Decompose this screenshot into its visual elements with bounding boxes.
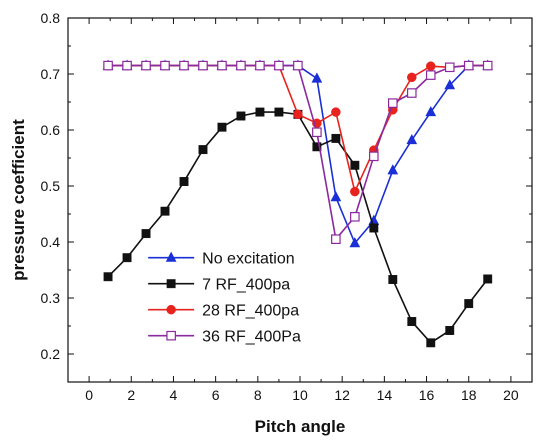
data-point <box>369 223 379 233</box>
legend-marker <box>166 304 176 315</box>
data-point <box>236 60 246 71</box>
series-1 <box>102 59 494 248</box>
data-point <box>217 122 227 132</box>
y-tick-label: 0.6 <box>41 122 61 138</box>
data-point <box>179 177 189 186</box>
data-point <box>274 60 284 71</box>
data-point <box>350 212 360 222</box>
x-tick-label: 18 <box>461 387 477 403</box>
y-tick-label: 0.3 <box>41 290 61 306</box>
legend-label: No excitation <box>202 251 294 268</box>
data-point <box>160 60 170 71</box>
series-2 <box>103 107 493 348</box>
x-tick-label: 20 <box>503 387 519 403</box>
legend-label: 28 RF_400pa <box>202 303 299 320</box>
series-3 <box>103 60 493 197</box>
data-point <box>425 70 436 80</box>
axis-ticks: 0 2 4 6 8 10 12 14 16 18 20 0.2 0.3 0.4 0.5 0.6 0.7 0.8 <box>41 10 532 403</box>
y-axis-title: pressure coefficient <box>9 119 28 281</box>
y-tick-label: 0.2 <box>41 346 61 362</box>
series-4 <box>103 60 493 244</box>
data-point <box>122 253 132 263</box>
data-point <box>103 272 113 282</box>
x-tick-label: 4 <box>170 387 178 403</box>
data-point <box>103 60 113 71</box>
data-point <box>141 229 151 239</box>
data-point <box>141 60 151 71</box>
data-point <box>407 72 417 83</box>
legend-item: 28 RF_400pa <box>148 303 299 320</box>
data-point <box>444 62 455 73</box>
data-point <box>331 234 341 244</box>
data-point <box>236 111 246 121</box>
data-point <box>387 164 399 175</box>
y-tick-label: 0.4 <box>41 234 61 250</box>
data-point <box>407 317 417 326</box>
series-line <box>108 64 488 245</box>
x-tick-label: 6 <box>212 387 220 403</box>
legend-item: No excitation <box>148 251 295 268</box>
data-point <box>406 88 417 98</box>
legend-label: 36 RF_400Pa <box>202 329 301 346</box>
data-point <box>444 79 456 90</box>
data-point <box>350 186 360 197</box>
x-tick-label: 12 <box>334 387 350 403</box>
data-point <box>463 60 474 71</box>
legend: No excitation 7 RF_400pa 28 RF_400pa 36 RF_… <box>148 251 301 346</box>
data-point <box>445 326 455 335</box>
data-point <box>388 275 398 284</box>
data-point <box>293 109 303 120</box>
data-point <box>198 145 208 155</box>
legend-marker <box>166 279 176 289</box>
x-tick-label: 14 <box>377 387 393 403</box>
data-point <box>350 160 360 170</box>
data-point <box>388 98 398 108</box>
data-point <box>331 107 341 117</box>
data-point <box>406 134 418 145</box>
legend-item: 36 RF_400Pa <box>148 329 301 346</box>
data-point <box>426 61 436 71</box>
data-point <box>312 127 322 138</box>
x-tick-label: 0 <box>85 387 93 403</box>
data-point <box>464 299 474 309</box>
data-point <box>369 151 379 162</box>
x-axis-title: Pitch angle <box>255 417 346 436</box>
data-point <box>330 191 342 202</box>
data-point <box>160 206 170 216</box>
data-point <box>426 338 436 348</box>
data-point <box>217 60 227 71</box>
legend-item: 7 RF_400pa <box>148 277 290 294</box>
data-point <box>349 237 361 248</box>
data-point <box>482 60 493 71</box>
x-tick-label: 10 <box>292 387 308 403</box>
data-point <box>311 72 323 83</box>
data-point <box>312 142 322 152</box>
legend-marker <box>166 330 176 341</box>
y-tick-label: 0.8 <box>41 10 61 26</box>
series-layer <box>102 59 494 348</box>
x-tick-label: 16 <box>419 387 435 403</box>
data-point <box>255 107 265 117</box>
y-tick-label: 0.7 <box>41 66 61 82</box>
data-point <box>425 106 437 117</box>
series-line <box>108 64 488 195</box>
data-point <box>255 60 265 71</box>
legend-label: 7 RF_400pa <box>202 277 290 294</box>
data-point <box>198 60 208 71</box>
legend-marker <box>165 251 177 262</box>
data-point <box>122 60 132 71</box>
data-point <box>483 274 493 284</box>
x-tick-label: 2 <box>127 387 135 403</box>
data-point <box>293 60 303 71</box>
x-tick-label: 8 <box>254 387 262 403</box>
data-point <box>274 107 284 117</box>
data-point <box>179 60 189 71</box>
data-point <box>331 133 341 143</box>
y-tick-label: 0.5 <box>41 178 61 194</box>
